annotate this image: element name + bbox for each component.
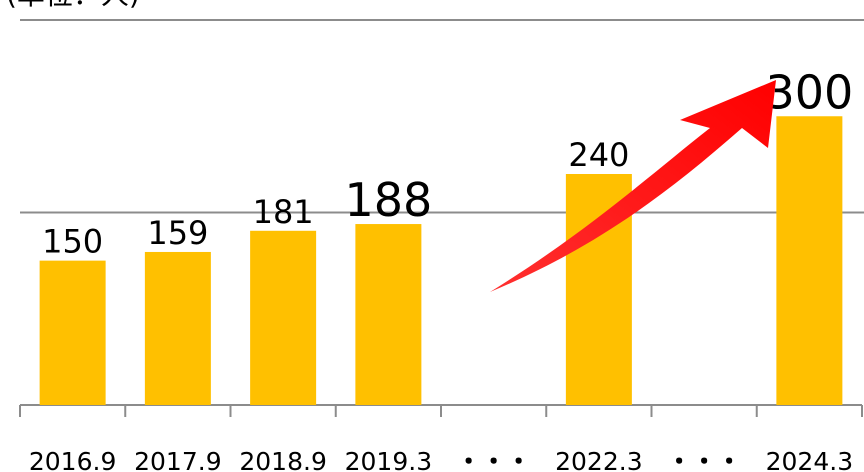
value-label: 188 bbox=[344, 173, 432, 227]
bar bbox=[250, 230, 317, 405]
bar bbox=[776, 116, 843, 405]
value-label: 159 bbox=[147, 214, 208, 252]
bar bbox=[144, 251, 211, 405]
x-tick-label: 2024.3 bbox=[766, 447, 853, 472]
x-tick-label: 2017.9 bbox=[134, 447, 221, 472]
value-label: 181 bbox=[253, 193, 314, 231]
x-tick-label: ・・・ bbox=[667, 447, 742, 472]
x-tick-label: 2019.3 bbox=[345, 447, 432, 472]
x-tick-label: 2016.9 bbox=[29, 447, 116, 472]
bar bbox=[39, 260, 106, 405]
value-label: 150 bbox=[42, 223, 103, 261]
x-tick-label: 2022.3 bbox=[555, 447, 642, 472]
x-tick-label: 2018.9 bbox=[239, 447, 326, 472]
x-tick-label: ・・・ bbox=[456, 447, 531, 472]
unit-label: (単位：人) bbox=[6, 0, 140, 11]
value-label: 300 bbox=[765, 65, 853, 119]
growth-arrow bbox=[490, 80, 776, 292]
bar bbox=[355, 224, 422, 405]
value-label: 240 bbox=[568, 136, 629, 174]
